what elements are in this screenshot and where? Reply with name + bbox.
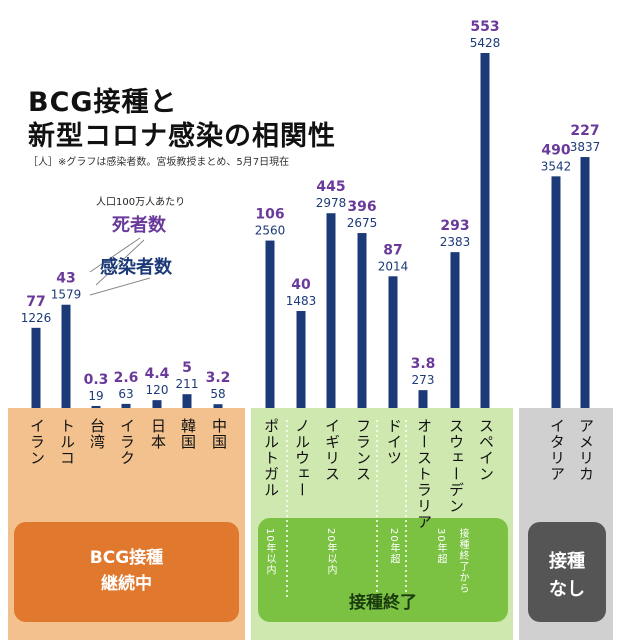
country-label-16: イタリア bbox=[548, 418, 566, 482]
country-label-13: オーストラリア bbox=[415, 418, 433, 530]
bar-13 bbox=[418, 390, 428, 408]
bar-1 bbox=[31, 327, 41, 408]
country-label-7: 中国 bbox=[210, 418, 228, 450]
country-label-8: ポルトガル bbox=[262, 418, 280, 498]
cases-label-7: 58 bbox=[210, 387, 225, 401]
cases-label-14: 2383 bbox=[440, 235, 471, 249]
group-badge-none bbox=[528, 522, 606, 622]
country-label-9: ノルウェー bbox=[293, 418, 311, 498]
deaths-label-15: 553 bbox=[470, 19, 499, 35]
deaths-label-4: 2.6 bbox=[114, 370, 139, 386]
bar-17 bbox=[580, 157, 590, 408]
group-label-none-line2: なし bbox=[549, 579, 585, 600]
group-label-ended: 接種終了 bbox=[258, 588, 508, 613]
span-label-20y-over: 20年超 bbox=[388, 528, 399, 565]
span-label-since-end: 接種終了から bbox=[457, 528, 468, 594]
legend-connector bbox=[95, 239, 145, 286]
bar-11 bbox=[357, 233, 367, 408]
country-label-15: スペイン bbox=[477, 418, 495, 482]
group-label-none-line1: 接種 bbox=[549, 551, 585, 572]
bar-8 bbox=[265, 240, 275, 408]
cases-label-15: 5428 bbox=[470, 36, 501, 50]
deaths-label-10: 445 bbox=[316, 179, 345, 195]
cases-label-13: 273 bbox=[412, 373, 435, 387]
country-label-2: トルコ bbox=[58, 418, 76, 466]
group-label-continuing-line2: 継続中 bbox=[101, 574, 152, 594]
group-badge-continuing bbox=[14, 522, 239, 622]
bar-10 bbox=[326, 213, 336, 408]
country-label-12: ドイツ bbox=[385, 418, 403, 466]
bar-5 bbox=[152, 400, 162, 408]
deaths-label-11: 396 bbox=[347, 199, 376, 215]
legend-deaths-label: 死者数 bbox=[112, 215, 166, 236]
deaths-label-13: 3.8 bbox=[411, 356, 436, 372]
country-label-10: イギリス bbox=[323, 418, 341, 482]
bars-layer bbox=[31, 53, 590, 408]
deaths-label-16: 490 bbox=[541, 142, 570, 158]
country-label-5: 日本 bbox=[149, 418, 167, 450]
group-label-ended-line1: 接種終了 bbox=[349, 593, 417, 613]
group-label-none: 接種 なし bbox=[528, 548, 606, 604]
chart-title-line2: 新型コロナ感染の相関性 bbox=[28, 121, 336, 152]
bar-16 bbox=[551, 176, 561, 408]
country-label-17: アメリカ bbox=[577, 418, 595, 482]
country-label-14: スウェーデン bbox=[447, 418, 465, 514]
deaths-label-14: 293 bbox=[440, 218, 469, 234]
chart-note: ［人］※グラフは感染者数。宮坂教授まとめ、5月7日現在 bbox=[28, 157, 290, 168]
deaths-label-7: 3.2 bbox=[206, 370, 231, 386]
bar-2 bbox=[61, 304, 71, 408]
bar-14 bbox=[450, 252, 460, 408]
deaths-label-6: 5 bbox=[182, 360, 192, 376]
group-label-continuing: BCG接種 継続中 bbox=[14, 545, 239, 597]
deaths-label-5: 4.4 bbox=[145, 366, 170, 382]
deaths-label-3: 0.3 bbox=[84, 372, 109, 388]
cases-label-17: 3837 bbox=[570, 140, 601, 154]
cases-label-3: 19 bbox=[88, 389, 103, 403]
legend-header: 人口100万人あたり bbox=[96, 197, 186, 208]
deaths-label-1: 77 bbox=[26, 294, 45, 310]
deaths-label-17: 227 bbox=[570, 123, 599, 139]
deaths-label-8: 106 bbox=[255, 207, 284, 223]
country-label-6: 韓国 bbox=[179, 418, 197, 450]
span-label-20y-within: 20年以内 bbox=[325, 528, 336, 576]
span-label-10y: 10年以内 bbox=[264, 528, 275, 576]
cases-label-5: 120 bbox=[146, 383, 169, 397]
cases-label-16: 3542 bbox=[541, 159, 572, 173]
cases-label-10: 2978 bbox=[316, 196, 347, 210]
cases-label-1: 1226 bbox=[21, 311, 52, 325]
span-label-30y-over: 30年超 bbox=[435, 528, 446, 565]
chart-title-line1: BCG接種と bbox=[28, 87, 178, 118]
legend-connector bbox=[89, 237, 141, 273]
cases-label-6: 211 bbox=[176, 377, 199, 391]
bar-3 bbox=[91, 406, 101, 408]
bar-6 bbox=[182, 394, 192, 408]
deaths-label-9: 40 bbox=[291, 277, 311, 293]
bar-15 bbox=[480, 53, 490, 408]
bar-9 bbox=[296, 311, 306, 408]
deaths-label-12: 87 bbox=[383, 242, 402, 258]
country-label-11: フランス bbox=[354, 418, 372, 482]
bar-7 bbox=[213, 404, 223, 408]
cases-label-12: 2014 bbox=[378, 259, 409, 273]
cases-label-11: 2675 bbox=[347, 216, 378, 230]
group-badge-ended bbox=[258, 518, 508, 622]
cases-label-4: 63 bbox=[118, 387, 133, 401]
cases-label-9: 1483 bbox=[286, 294, 317, 308]
legend-cases-label: 感染者数 bbox=[100, 257, 172, 278]
cases-label-2: 1579 bbox=[51, 288, 82, 302]
country-label-1: イラン bbox=[28, 418, 46, 466]
cases-label-8: 2560 bbox=[255, 224, 286, 238]
bar-4 bbox=[121, 403, 131, 408]
group-label-continuing-line1: BCG接種 bbox=[89, 548, 164, 568]
country-label-3: 台湾 bbox=[88, 418, 106, 450]
legend-connector bbox=[89, 277, 151, 296]
bar-12 bbox=[388, 276, 398, 408]
deaths-label-2: 43 bbox=[56, 271, 75, 287]
country-label-4: イラク bbox=[118, 418, 136, 466]
